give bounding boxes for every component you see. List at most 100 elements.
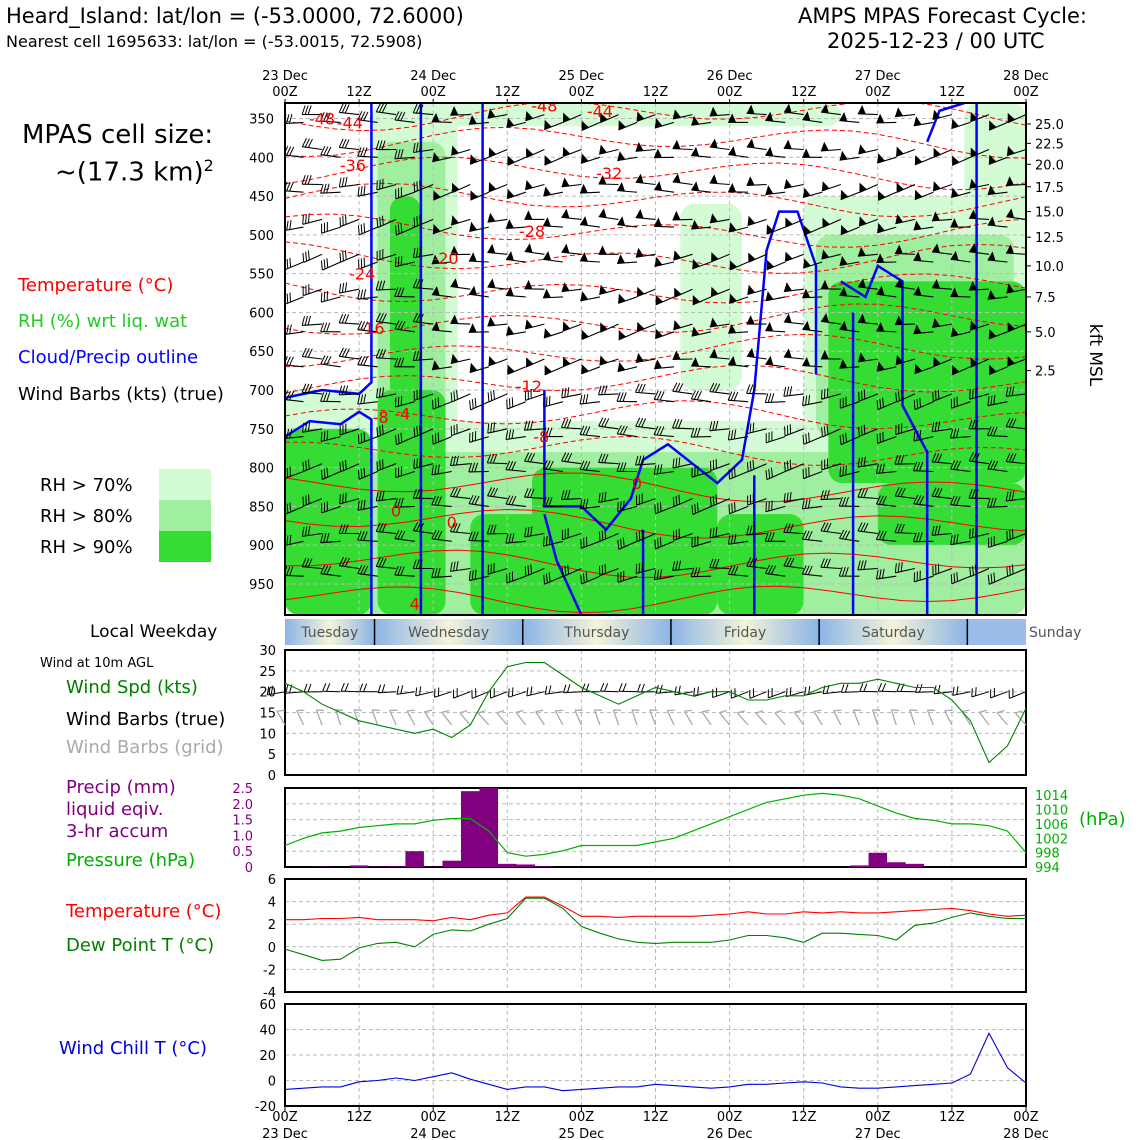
surface-barb-feather xyxy=(530,686,533,696)
wind-barb xyxy=(412,142,434,154)
wind-barb xyxy=(394,111,415,123)
wind-barb-feather xyxy=(323,355,329,365)
wind-barb-feather xyxy=(672,382,678,392)
wind-barb xyxy=(783,491,804,504)
wind-barb xyxy=(950,495,971,507)
wind-barb xyxy=(709,106,730,117)
wind-barb xyxy=(932,181,953,192)
wind-barb xyxy=(840,189,860,201)
wind-barb xyxy=(821,249,841,260)
wind-barb-pennant xyxy=(599,144,607,155)
cycle-time: 2025-12-23 / 00 UTC xyxy=(827,29,1045,53)
wind-barb-pennant xyxy=(525,319,533,329)
wind-barb xyxy=(876,113,897,124)
wind-barb-feather xyxy=(622,425,628,435)
surface-barb-feather xyxy=(548,685,552,694)
wind-barb-feather xyxy=(338,103,344,113)
wind-barb xyxy=(598,144,619,155)
windchill-panel-ytick-label: 40 xyxy=(259,1024,276,1039)
wind-barb-pennant xyxy=(820,141,829,151)
wind-barb-feather xyxy=(604,385,608,395)
wind-barb-feather xyxy=(659,537,662,547)
wind-barb-feather xyxy=(418,247,422,257)
wind-barb-feather xyxy=(636,495,638,506)
wind-barb xyxy=(838,496,860,507)
wind-barb xyxy=(783,523,804,535)
wind-barb xyxy=(339,459,360,473)
wind-barb xyxy=(301,137,323,151)
surface-barb-feather xyxy=(833,709,842,712)
wind-barb-staff xyxy=(987,259,1008,263)
wind-barb-feather xyxy=(415,559,420,569)
wind-barb xyxy=(691,219,712,230)
precip-panel-ytick-label: 2.0 xyxy=(232,798,253,813)
temp-panel-ytick-label: -4 xyxy=(263,986,276,1001)
wind-barb xyxy=(839,465,860,477)
wind-barb-pennant xyxy=(487,108,496,119)
wind-barb-feather xyxy=(564,529,566,539)
wind-barb-feather xyxy=(265,173,269,182)
wind-barb-feather xyxy=(789,459,792,470)
wind-barb-feather xyxy=(583,537,585,548)
wind-barb xyxy=(450,353,471,364)
wind-barb xyxy=(970,111,990,123)
wind-barb xyxy=(672,528,693,541)
wind-barb-feather xyxy=(990,395,993,406)
wind-barb xyxy=(468,285,489,298)
wind-barb-feather xyxy=(764,532,769,542)
wind-barb-feather xyxy=(338,524,343,534)
wind-barb-staff xyxy=(970,114,990,123)
surface-barb-grid xyxy=(774,709,786,726)
wind-barb xyxy=(764,532,786,542)
surface-barb-grid xyxy=(406,709,416,726)
wind-barb xyxy=(285,534,304,547)
wind-barb-pennant xyxy=(820,312,829,323)
wind-barb-feather xyxy=(842,433,845,444)
surface-barb-true xyxy=(730,688,749,699)
wind-barb xyxy=(375,140,397,151)
wind-barb xyxy=(579,183,600,194)
wind-barb-feather xyxy=(752,557,758,567)
surface-barb-staff xyxy=(926,709,935,726)
wind-barb xyxy=(801,565,823,577)
wind-barb xyxy=(691,115,712,126)
wind-barb xyxy=(931,452,952,465)
wind-barb-feather xyxy=(746,525,750,536)
wind-barb-feather xyxy=(839,529,845,539)
wind-barb-feather xyxy=(397,111,403,121)
wind-barb-feather xyxy=(918,461,924,472)
wind-barb-pennant xyxy=(783,103,792,114)
wind-barb-pennant xyxy=(431,321,440,331)
wind-barb-pennant xyxy=(635,208,644,219)
wind-barb xyxy=(412,247,434,259)
wind-barb xyxy=(285,218,286,222)
wind-barb-feather xyxy=(381,140,386,150)
wind-barb xyxy=(339,423,360,436)
surface-barb-grid xyxy=(996,709,1008,726)
wind-barb-feather xyxy=(416,389,418,400)
top-date-label: 27 Dec xyxy=(855,69,901,84)
wind-barb-feather xyxy=(733,429,737,440)
pressure-tick-label: 1014 xyxy=(1035,789,1068,804)
wind-barb-pennant xyxy=(468,285,477,296)
legend-rh70: RH > 70% xyxy=(40,475,133,496)
surface-barb-feather xyxy=(789,687,792,696)
wind-barb xyxy=(505,286,526,298)
wind-barb-feather xyxy=(971,528,974,538)
wind-barb-feather xyxy=(381,523,387,533)
wind-barb-feather xyxy=(601,385,605,395)
surface-barb-grid xyxy=(423,709,434,726)
wind-barb xyxy=(783,386,804,397)
wind-barb-feather xyxy=(419,180,421,190)
surface-barb-true xyxy=(749,688,767,699)
surface-barb-feather xyxy=(697,686,699,696)
surface-barb-feather xyxy=(326,683,331,692)
wind-barb-feather xyxy=(709,497,712,507)
wind-barb xyxy=(839,396,860,409)
wind-barb xyxy=(766,224,786,235)
wind-barb xyxy=(747,284,767,296)
surface-barb-staff xyxy=(749,691,767,699)
wind-barb xyxy=(431,321,452,333)
wind-barb-feather xyxy=(746,424,749,434)
wind-barb xyxy=(857,278,878,290)
